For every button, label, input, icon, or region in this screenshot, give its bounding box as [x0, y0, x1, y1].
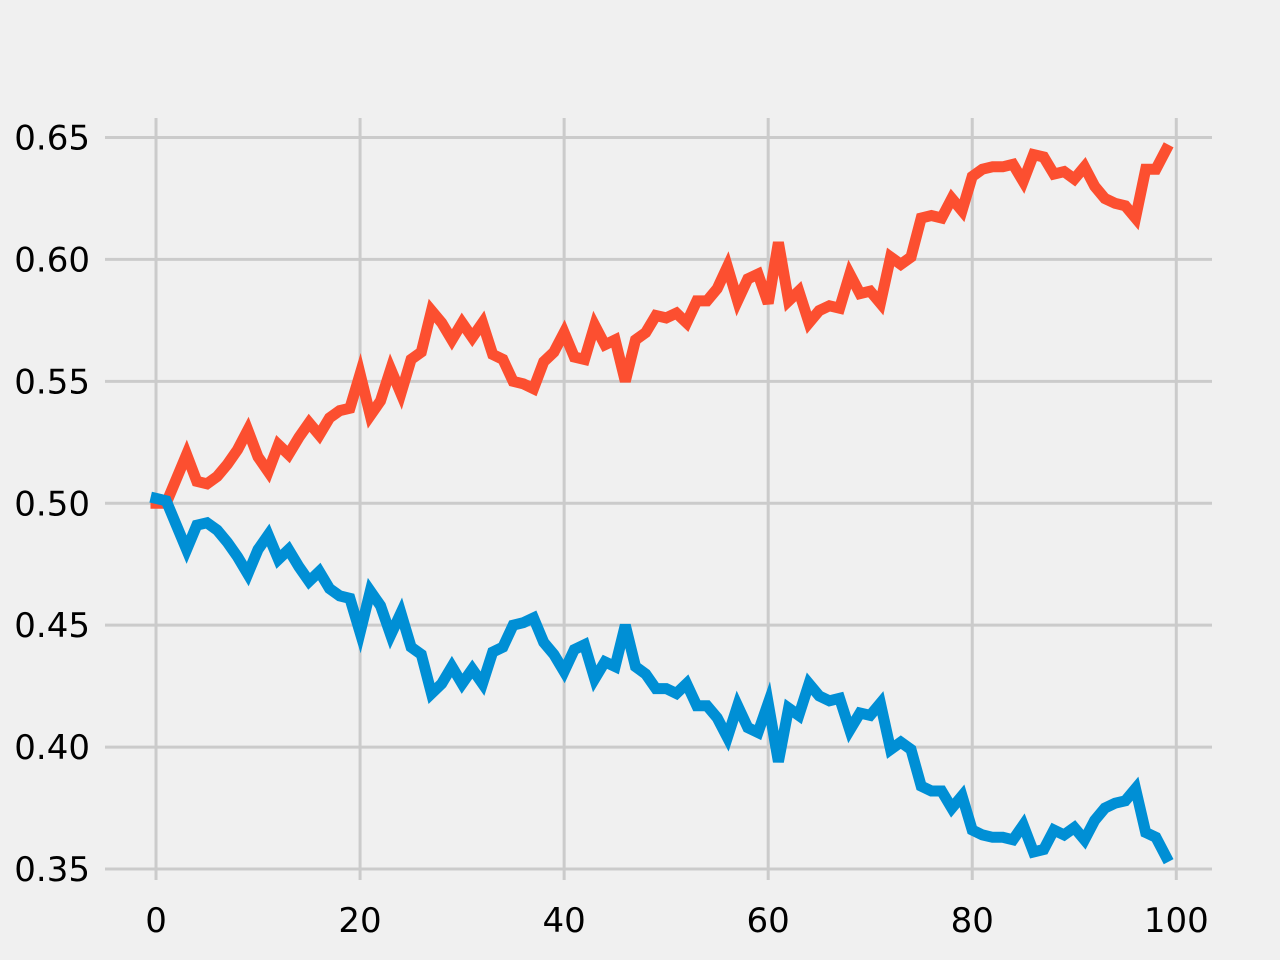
series-line-1: [150, 142, 1174, 509]
y-tick-label: 0.40: [14, 728, 90, 768]
y-axis: 0.35 0.40 0.45 0.50 0.55 0.60 0.65: [14, 119, 90, 891]
x-tick-label: 40: [542, 901, 585, 941]
y-tick-label: 0.45: [14, 606, 90, 646]
y-tick-label: 0.65: [14, 119, 90, 159]
series-line-2: [149, 491, 1174, 865]
x-tick-label: 100: [1144, 901, 1209, 941]
plot-area: [149, 142, 1174, 865]
y-tick-label: 0.35: [14, 850, 90, 890]
x-tick-label: 60: [747, 901, 790, 941]
x-tick-label: 80: [951, 901, 994, 941]
x-axis: 0 20 40 60 80 100: [145, 901, 1209, 941]
y-tick-label: 0.55: [14, 362, 90, 402]
grid: [105, 118, 1212, 880]
y-tick-label: 0.50: [14, 484, 90, 524]
x-tick-label: 20: [338, 901, 381, 941]
y-tick-label: 0.60: [14, 240, 90, 280]
x-tick-label: 0: [145, 901, 167, 941]
